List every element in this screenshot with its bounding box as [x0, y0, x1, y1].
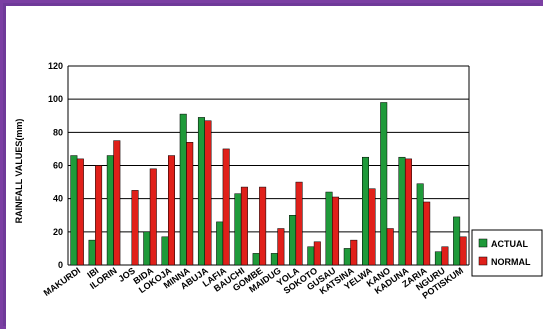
bar-actual [88, 239, 96, 266]
bar-normal [240, 186, 248, 266]
bar-actual [325, 191, 333, 266]
bar-actual [416, 183, 424, 266]
bar-normal [168, 155, 175, 266]
bar-actual [453, 216, 461, 266]
bar-actual [161, 236, 169, 266]
bar-normal [459, 236, 467, 266]
bar-normal [76, 158, 84, 266]
bar-normal [95, 165, 103, 266]
bar-normal [259, 186, 267, 266]
bars [70, 102, 467, 266]
bar-actual [143, 231, 151, 266]
bar-normal [332, 196, 340, 266]
bar-actual [270, 253, 278, 266]
bar-normal [423, 201, 431, 266]
y-tick-label: 40 [53, 194, 63, 204]
bar-actual [179, 113, 187, 266]
bar-normal [295, 181, 303, 266]
y-tick-label: 0 [58, 260, 63, 270]
legend-label-normal: NORMAL [491, 257, 531, 267]
chart-title-line-3: CENTRAL STATES. [230, 46, 321, 57]
chart-title: FIG. 3A: COMPARISON OF NORMAL WITH OBSER… [146, 14, 405, 57]
bar-actual [216, 221, 224, 266]
bar-actual [307, 246, 315, 266]
y-tick-label: 120 [48, 61, 63, 71]
legend-swatch-actual [478, 238, 488, 248]
y-tick-label: 80 [53, 127, 63, 137]
bar-normal [350, 239, 358, 266]
bar-actual [434, 251, 442, 266]
rainfall-bar-chart: FIG. 3A: COMPARISON OF NORMAL WITH OBSER… [6, 6, 543, 329]
bar-normal [149, 168, 157, 266]
bar-normal [313, 241, 321, 266]
bar-actual [398, 156, 406, 266]
y-tick-label: 60 [53, 161, 63, 171]
bar-normal [131, 190, 139, 266]
bar-normal [368, 188, 376, 266]
bar-normal [204, 120, 212, 266]
bar-actual [289, 215, 297, 266]
bar-normal [222, 148, 230, 266]
legend-box [471, 229, 543, 277]
bar-actual [343, 248, 351, 266]
bar-normal [386, 228, 394, 266]
bar-actual [197, 117, 205, 266]
y-axis-label: RAINFALL VALUES(mm) [14, 119, 24, 224]
bar-actual [380, 102, 388, 266]
chart-title-line-2: RAINFALL OF DEKAD 3, SEPT. 2011: NORTHER… [147, 30, 404, 41]
bar-normal [113, 140, 121, 266]
legend: ACTUAL NORMAL [471, 229, 543, 277]
bar-actual [252, 253, 260, 266]
chart-title-line-1: FIG. 3A: COMPARISON OF NORMAL WITH OBSER… [146, 14, 405, 25]
bar-actual [362, 156, 369, 266]
bar-normal [186, 142, 194, 266]
bar-normal [441, 246, 449, 266]
bar-normal [404, 158, 412, 266]
legend-swatch-normal [478, 256, 488, 266]
y-tick-label: 100 [48, 94, 63, 104]
bar-actual [70, 155, 78, 266]
y-tick-labels: 0 20 40 60 80 100 120 [48, 61, 63, 270]
bar-actual [234, 193, 242, 266]
bar-actual [106, 155, 114, 266]
legend-label-actual: ACTUAL [491, 239, 528, 249]
y-tick-label: 20 [53, 227, 63, 237]
bar-normal [277, 228, 285, 266]
